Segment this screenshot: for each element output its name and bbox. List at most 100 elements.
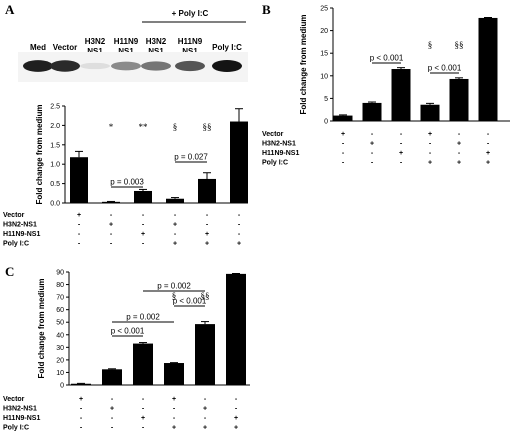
condition-sign: - bbox=[238, 231, 241, 238]
y-tick-label: 80 bbox=[56, 282, 64, 289]
significance-marker: § bbox=[428, 40, 433, 50]
bar bbox=[164, 363, 184, 385]
y-tick-label: 40 bbox=[56, 332, 64, 339]
condition-sign: - bbox=[342, 150, 345, 157]
y-tick-label: 0 bbox=[324, 119, 328, 126]
condition-sign: - bbox=[400, 160, 403, 167]
condition-sign: - bbox=[80, 406, 83, 413]
condition-sign: - bbox=[110, 231, 113, 238]
y-tick-label: 0.0 bbox=[50, 201, 60, 208]
y-axis-label: Fold change from medium bbox=[37, 278, 46, 378]
condition-sign: - bbox=[429, 141, 432, 148]
condition-sign: - bbox=[110, 241, 113, 248]
condition-sign: - bbox=[111, 425, 114, 432]
condition-sign: - bbox=[174, 231, 177, 238]
condition-sign: - bbox=[142, 222, 145, 229]
condition-sign: - bbox=[173, 406, 176, 413]
condition-sign: - bbox=[238, 212, 241, 219]
panel-letter: A bbox=[5, 2, 15, 17]
blot-lane-label: NS1 bbox=[87, 47, 103, 56]
condition-sign: + bbox=[205, 231, 209, 238]
y-tick-label: 20 bbox=[320, 28, 328, 35]
chart-panel-c: C 0 10 20 30 40 50 60 70 80 90 Fold change from med… bbox=[3, 264, 250, 432]
significance-marker: * bbox=[109, 122, 114, 132]
bar bbox=[449, 78, 469, 121]
condition-sign: + bbox=[141, 415, 145, 422]
significance-marker: §§ bbox=[203, 122, 212, 132]
condition-sign: + bbox=[110, 406, 114, 413]
blot-band bbox=[23, 60, 53, 72]
condition-sign: - bbox=[342, 141, 345, 148]
y-tick-label: 20 bbox=[56, 357, 64, 364]
y-tick-label: 2.0 bbox=[50, 123, 60, 130]
bar bbox=[420, 104, 440, 121]
condition-sign: - bbox=[111, 396, 114, 403]
condition-sign: - bbox=[342, 160, 345, 167]
condition-row-label: Vector bbox=[3, 396, 25, 403]
condition-sign: - bbox=[458, 150, 461, 157]
significance-marker: §§ bbox=[201, 291, 210, 301]
blot-lane-label: Vector bbox=[53, 43, 77, 52]
bar bbox=[198, 178, 216, 203]
chart-panel-a: A 0.0 0.5 1.0 1.5 2.0 2.5 Fold change from medi… bbox=[3, 2, 248, 248]
condition-sign: - bbox=[78, 241, 81, 248]
condition-sign: + bbox=[234, 425, 238, 432]
condition-sign: - bbox=[235, 396, 238, 403]
bar bbox=[71, 383, 91, 385]
condition-sign: + bbox=[486, 150, 490, 157]
blot-lane-label: NS1 bbox=[118, 47, 134, 56]
condition-sign: - bbox=[142, 396, 145, 403]
bar bbox=[70, 157, 88, 203]
condition-sign: - bbox=[174, 212, 177, 219]
y-tick-label: 60 bbox=[56, 307, 64, 314]
comparison-label: p < 0.001 bbox=[428, 64, 462, 73]
bar bbox=[333, 115, 353, 121]
blot-lane-label: H3N2 bbox=[146, 37, 167, 46]
condition-sign: - bbox=[142, 425, 145, 432]
condition-sign: + bbox=[237, 241, 241, 248]
y-tick-label: 15 bbox=[320, 51, 328, 58]
y-axis-label: Fold change from medium bbox=[35, 104, 44, 204]
significance-marker: ** bbox=[139, 122, 149, 132]
condition-sign: - bbox=[142, 406, 145, 413]
y-tick-label: 10 bbox=[56, 370, 64, 377]
blot-lane-label: Poly I:C bbox=[212, 43, 242, 52]
condition-sign: + bbox=[486, 160, 490, 167]
y-tick-label: 30 bbox=[56, 345, 64, 352]
bar bbox=[226, 273, 246, 385]
condition-sign: + bbox=[205, 241, 209, 248]
condition-sign: - bbox=[173, 415, 176, 422]
y-tick-label: 0.5 bbox=[50, 181, 60, 188]
y-axis-label: Fold change from medium bbox=[299, 14, 308, 114]
blot-band bbox=[212, 60, 242, 72]
significance-marker: § bbox=[173, 122, 178, 132]
condition-sign: - bbox=[206, 212, 209, 219]
y-tick-label: 0 bbox=[60, 383, 64, 390]
condition-sign: - bbox=[78, 231, 81, 238]
bar bbox=[133, 343, 153, 385]
condition-sign: + bbox=[457, 160, 461, 167]
condition-sign: - bbox=[400, 141, 403, 148]
bar bbox=[102, 369, 122, 385]
condition-row-label: H3N2-NS1 bbox=[3, 406, 37, 413]
blot-lane-label: H11N9 bbox=[178, 37, 203, 46]
condition-sign: + bbox=[109, 222, 113, 229]
condition-sign: + bbox=[370, 141, 374, 148]
condition-sign: + bbox=[172, 396, 176, 403]
y-tick-label: 1.0 bbox=[50, 162, 60, 169]
condition-sign: + bbox=[399, 150, 403, 157]
condition-sign: + bbox=[203, 406, 207, 413]
condition-sign: - bbox=[371, 131, 374, 138]
condition-sign: - bbox=[110, 212, 113, 219]
condition-sign: - bbox=[371, 160, 374, 167]
panel-letter: B bbox=[262, 2, 271, 17]
blot-band bbox=[80, 62, 110, 70]
condition-sign: + bbox=[457, 141, 461, 148]
condition-sign: + bbox=[234, 415, 238, 422]
bar bbox=[362, 102, 382, 121]
condition-row-label: H11N9-NS1 bbox=[262, 150, 299, 157]
bar bbox=[391, 69, 411, 121]
